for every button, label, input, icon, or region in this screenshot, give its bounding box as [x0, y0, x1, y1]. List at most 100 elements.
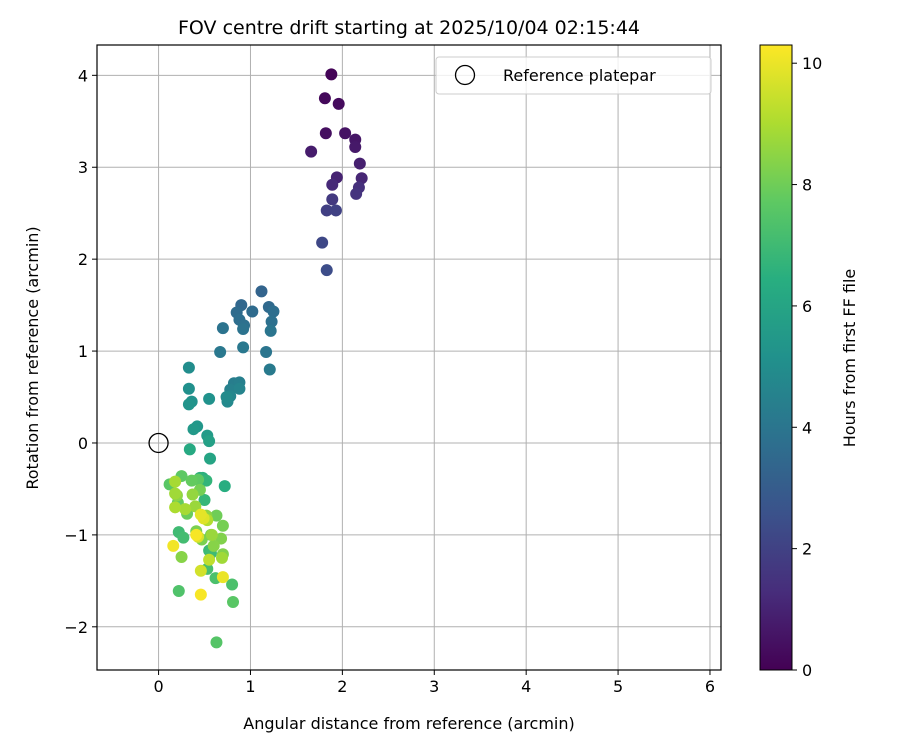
- legend: Reference platepar: [435, 56, 712, 95]
- data-point: [237, 341, 250, 354]
- x-tick-label: 3: [429, 677, 439, 696]
- y-tick-label: −1: [64, 526, 88, 545]
- data-point: [264, 324, 277, 337]
- colorbar-tick-label: 10: [802, 54, 822, 73]
- data-point: [220, 391, 233, 404]
- data-point: [182, 361, 195, 374]
- data-point: [210, 509, 223, 522]
- data-point: [186, 488, 199, 501]
- data-point: [216, 322, 229, 335]
- data-point: [318, 92, 331, 105]
- data-point: [216, 571, 229, 584]
- data-point: [353, 157, 366, 170]
- data-point: [265, 315, 278, 328]
- colorbar-ticks: 0 2 4 6 8 10: [792, 54, 822, 680]
- data-point: [320, 264, 333, 277]
- data-point: [227, 595, 240, 608]
- data-point: [172, 584, 185, 597]
- colorbar-tick-label: 0: [802, 661, 812, 680]
- chart-title: FOV centre drift starting at 2025/10/04 …: [178, 17, 640, 39]
- data-point: [319, 127, 332, 140]
- data-point: [169, 501, 182, 514]
- data-point: [175, 550, 188, 563]
- data-point: [183, 443, 196, 456]
- y-tick-label: 3: [78, 158, 88, 177]
- data-point: [329, 204, 342, 217]
- data-point: [246, 305, 259, 318]
- data-point: [339, 127, 352, 140]
- data-points: [163, 68, 368, 649]
- x-tick-label: 2: [337, 677, 347, 696]
- data-point: [190, 528, 203, 541]
- x-tick-label: 6: [705, 677, 715, 696]
- legend-box: [435, 56, 712, 95]
- grid: [97, 45, 721, 670]
- data-point: [194, 588, 207, 601]
- data-point: [169, 487, 182, 500]
- data-point: [326, 193, 339, 206]
- data-point: [194, 564, 207, 577]
- data-point: [320, 204, 333, 217]
- data-point: [169, 475, 182, 488]
- data-point: [179, 503, 192, 516]
- data-point: [177, 531, 190, 544]
- axis-ticks: 0 1 2 3 4 5 6 −2 −1 0 1 2 3 4: [64, 66, 715, 696]
- x-tick-label: 4: [521, 677, 531, 696]
- colorbar-tick-label: 8: [802, 176, 812, 195]
- legend-marker-icon: [454, 64, 476, 86]
- data-point: [263, 363, 276, 376]
- y-axis-label: Rotation from reference (arcmin): [23, 226, 42, 489]
- data-point: [215, 532, 228, 545]
- data-point: [210, 636, 223, 649]
- x-tick-label: 1: [245, 677, 255, 696]
- y-tick-label: −2: [64, 618, 88, 637]
- colorbar-gradient: [759, 44, 793, 671]
- data-point: [326, 178, 339, 191]
- data-point: [237, 323, 250, 336]
- plot-frame: [96, 44, 722, 671]
- data-point: [198, 493, 211, 506]
- reference-point: [148, 432, 169, 454]
- data-point: [350, 187, 363, 200]
- data-point: [205, 528, 218, 541]
- data-point: [207, 539, 220, 552]
- data-point: [214, 345, 227, 358]
- data-point: [204, 452, 217, 465]
- y-tick-label: 4: [78, 66, 88, 85]
- data-point: [233, 382, 246, 395]
- x-tick-label: 0: [153, 677, 163, 696]
- colorbar-tick-label: 4: [802, 418, 812, 437]
- data-point: [305, 145, 318, 158]
- data-point: [194, 508, 207, 521]
- data-point: [349, 141, 362, 154]
- y-tick-label: 0: [78, 434, 88, 453]
- colorbar-tick-label: 2: [802, 540, 812, 559]
- data-point: [267, 305, 280, 318]
- data-point: [226, 578, 239, 591]
- data-point: [260, 345, 273, 358]
- data-point: [167, 539, 180, 552]
- data-point: [216, 519, 229, 532]
- data-point: [182, 382, 195, 395]
- y-tick-label: 2: [78, 250, 88, 269]
- data-point: [355, 172, 368, 185]
- data-point: [203, 435, 216, 448]
- data-point: [215, 551, 228, 564]
- x-axis-label: Angular distance from reference (arcmin): [243, 714, 574, 733]
- data-point: [332, 97, 345, 110]
- y-tick-label: 1: [78, 342, 88, 361]
- data-point: [316, 236, 329, 249]
- data-point: [203, 553, 216, 566]
- data-point: [255, 285, 268, 298]
- data-point: [182, 398, 195, 411]
- data-point: [325, 68, 338, 81]
- x-tick-label: 5: [613, 677, 623, 696]
- data-point: [218, 480, 231, 493]
- legend-label: Reference platepar: [503, 66, 656, 85]
- data-point: [187, 423, 200, 436]
- data-point: [185, 474, 198, 487]
- reference-marker: [148, 432, 169, 454]
- colorbar-label: Hours from first FF file: [840, 269, 859, 448]
- colorbar: 0 2 4 6 8 10 Hours from first FF file: [759, 44, 859, 680]
